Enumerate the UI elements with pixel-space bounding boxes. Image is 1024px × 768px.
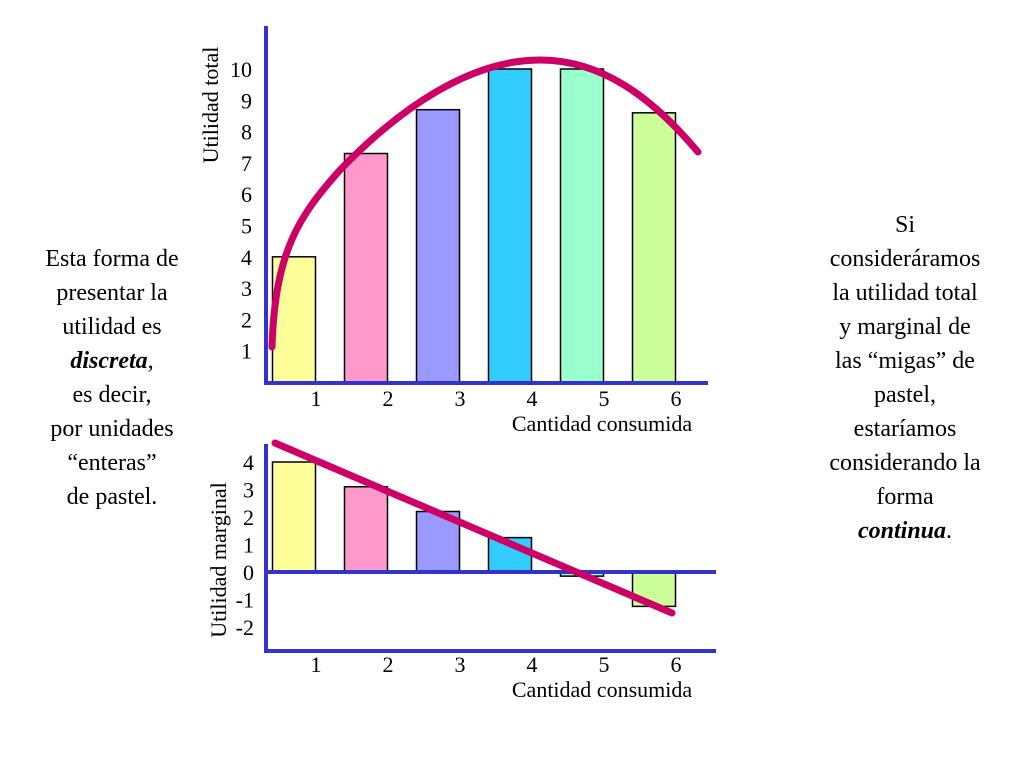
right-line-6: pastel, <box>874 382 936 408</box>
bottom-y-tick-1: 1 <box>243 533 254 558</box>
top-x-tick-4: 4 <box>527 386 538 411</box>
top-bar-3 <box>415 108 461 383</box>
right-line-9: forma <box>876 484 934 510</box>
top-y-tick-5: 5 <box>241 214 252 239</box>
bottom-x-tick-6: 6 <box>671 652 682 677</box>
bottom-x-tick-4: 4 <box>527 652 538 677</box>
right-line-1: Si <box>894 212 915 238</box>
bottom-x-tick-1: 1 <box>311 652 322 677</box>
total-utility-chart: 1 2 3 4 5 6 7 8 9 10 1 2 3 4 5 6 Utilidad total Cantid… <box>198 26 708 436</box>
continua-emphasis: continua <box>857 518 947 544</box>
bottom-x-axis-label: Cantidad consumida <box>512 677 692 702</box>
top-y-tick-8: 8 <box>241 120 252 145</box>
discrete-explanation: Esta forma de presentar la utilidad es d… <box>22 242 202 514</box>
top-x-tick-6: 6 <box>671 386 682 411</box>
bottom-y-tick-0: 0 <box>243 560 254 585</box>
right-period: . <box>946 518 953 544</box>
right-line-5: las “migas” de <box>835 348 975 374</box>
right-line-8: considerando la <box>829 450 981 476</box>
top-y-tick-9: 9 <box>241 88 252 113</box>
right-line-3: la utilidad total <box>832 280 978 306</box>
bottom-y-tick--2: -2 <box>236 615 254 640</box>
bottom-y-tick-3: 3 <box>243 478 254 503</box>
top-y-tick-3: 3 <box>241 276 252 301</box>
left-line-2: presentar la <box>56 280 168 306</box>
right-line-10: continua. <box>808 514 1002 548</box>
top-y-tick-1: 1 <box>241 339 252 364</box>
top-y-tick-4: 4 <box>241 245 252 270</box>
top-y-tick-2: 2 <box>241 307 252 332</box>
top-y-axis-label: Utilidad total <box>198 47 223 164</box>
left-line-3: utilidad es <box>62 314 162 340</box>
bottom-x-tick-3: 3 <box>455 652 466 677</box>
right-line-4: y marginal de <box>839 314 971 340</box>
top-y-tick-10: 10 <box>230 57 252 82</box>
bottom-y-tick--1: -1 <box>236 588 254 613</box>
continuous-explanation: Si consideráramos la utilidad total y ma… <box>808 208 1002 548</box>
top-y-tick-6: 6 <box>241 182 252 207</box>
right-line-7: estaríamos <box>853 416 957 442</box>
top-bar-5 <box>559 68 605 383</box>
left-line-1: Esta forma de <box>45 246 179 272</box>
left-line-8: de pastel. <box>66 484 158 510</box>
bottom-y-axis-label: Utilidad marginal <box>206 482 231 637</box>
top-x-tick-3: 3 <box>455 386 466 411</box>
right-line-2: consideráramos <box>829 246 981 272</box>
top-bar-6 <box>631 112 677 383</box>
left-line-5: es decir, <box>72 382 152 408</box>
top-bar-2 <box>343 152 389 383</box>
bottom-y-tick-4: 4 <box>243 450 254 475</box>
top-bar-4 <box>487 68 533 383</box>
bottom-y-tick-2: 2 <box>243 505 254 530</box>
left-comma: , <box>147 348 154 374</box>
bottom-x-tick-5: 5 <box>599 652 610 677</box>
top-x-tick-2: 2 <box>383 386 394 411</box>
top-x-axis-label: Cantidad consumida <box>512 411 692 436</box>
top-x-tick-1: 1 <box>311 386 322 411</box>
bottom-bar-1 <box>271 461 317 573</box>
left-line-7: “enteras” <box>67 450 157 476</box>
marginal-utility-line <box>271 439 676 617</box>
left-line-4: discreta, <box>22 344 202 378</box>
bottom-bar-2 <box>343 486 389 573</box>
bottom-x-tick-2: 2 <box>383 652 394 677</box>
total-utility-curve <box>268 56 702 351</box>
discreta-emphasis: discreta <box>70 348 148 374</box>
left-line-6: por unidades <box>50 416 174 442</box>
top-y-tick-7: 7 <box>241 151 252 176</box>
top-x-tick-5: 5 <box>599 386 610 411</box>
